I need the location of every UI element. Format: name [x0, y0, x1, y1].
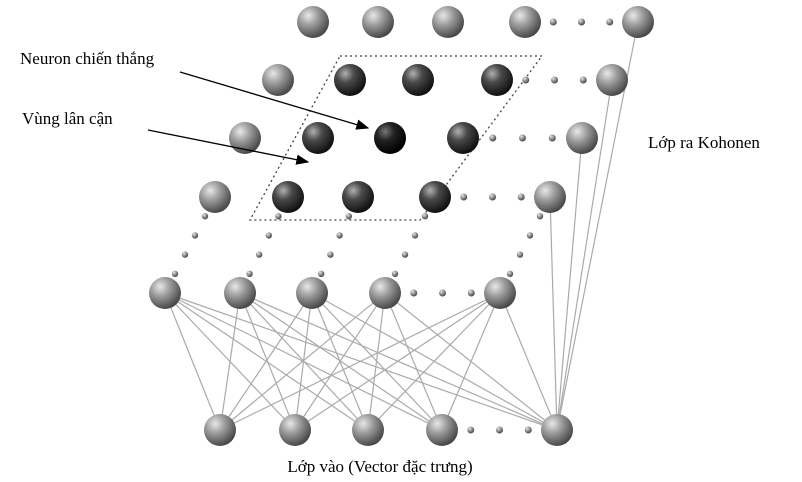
link	[240, 293, 557, 430]
dot	[468, 290, 475, 297]
dot	[275, 213, 281, 219]
dot	[346, 213, 352, 219]
dot	[507, 271, 513, 277]
neighborhood-arrow	[148, 130, 308, 162]
neuron	[272, 181, 304, 213]
dot	[550, 19, 557, 26]
dot	[182, 251, 188, 257]
dot	[522, 77, 529, 84]
dot	[517, 251, 523, 257]
neuron	[419, 181, 451, 213]
dot	[318, 271, 324, 277]
dot	[549, 135, 556, 142]
neuron	[297, 6, 329, 38]
dot	[606, 19, 613, 26]
dot	[256, 251, 262, 257]
neuron	[481, 64, 513, 96]
dot	[518, 194, 525, 201]
neuron	[432, 6, 464, 38]
dot	[489, 194, 496, 201]
input-layer-label: Lớp vào (Vector đặc trưng)	[287, 457, 472, 476]
dot	[496, 427, 503, 434]
dot	[246, 271, 252, 277]
input-neuron	[279, 414, 311, 446]
link	[557, 138, 582, 430]
dot	[392, 271, 398, 277]
dot	[525, 427, 532, 434]
input-neuron	[541, 414, 573, 446]
neuron	[342, 181, 374, 213]
neuron	[262, 64, 294, 96]
dot	[327, 251, 333, 257]
neuron	[224, 277, 256, 309]
neuron	[402, 64, 434, 96]
neuron	[374, 122, 406, 154]
dot	[527, 232, 533, 238]
neuron	[566, 122, 598, 154]
kohonen-diagram: Neuron chiến thắng Vùng lân cận Lớp ra K…	[0, 0, 802, 482]
dot	[551, 77, 558, 84]
neuron	[509, 6, 541, 38]
neuron	[622, 6, 654, 38]
link	[550, 197, 557, 430]
neuron	[199, 181, 231, 213]
dot	[402, 251, 408, 257]
dot	[422, 213, 428, 219]
connections	[165, 22, 638, 430]
neurons	[149, 6, 654, 446]
dot	[202, 213, 208, 219]
dot	[489, 135, 496, 142]
input-neuron	[204, 414, 236, 446]
dot	[460, 194, 467, 201]
input-neuron	[426, 414, 458, 446]
neuron	[302, 122, 334, 154]
neuron	[369, 277, 401, 309]
neuron	[334, 64, 366, 96]
neuron	[296, 277, 328, 309]
dot	[439, 290, 446, 297]
neuron	[362, 6, 394, 38]
neuron	[534, 181, 566, 213]
dot	[412, 232, 418, 238]
dot	[519, 135, 526, 142]
link	[312, 293, 442, 430]
link	[165, 293, 442, 430]
link	[165, 293, 368, 430]
dot	[580, 77, 587, 84]
dot	[410, 290, 417, 297]
neuron	[596, 64, 628, 96]
output-layer-label: Lớp ra Kohonen	[648, 133, 760, 152]
link	[165, 293, 220, 430]
neuron	[447, 122, 479, 154]
dot	[467, 427, 474, 434]
dot	[336, 232, 342, 238]
link	[165, 293, 295, 430]
dot	[192, 232, 198, 238]
dot	[172, 271, 178, 277]
neuron	[149, 277, 181, 309]
neighborhood-label: Vùng lân cận	[22, 109, 113, 128]
neuron	[484, 277, 516, 309]
dot	[266, 232, 272, 238]
input-neuron	[352, 414, 384, 446]
dot	[578, 19, 585, 26]
winner-label: Neuron chiến thắng	[20, 49, 155, 68]
dot	[537, 213, 543, 219]
